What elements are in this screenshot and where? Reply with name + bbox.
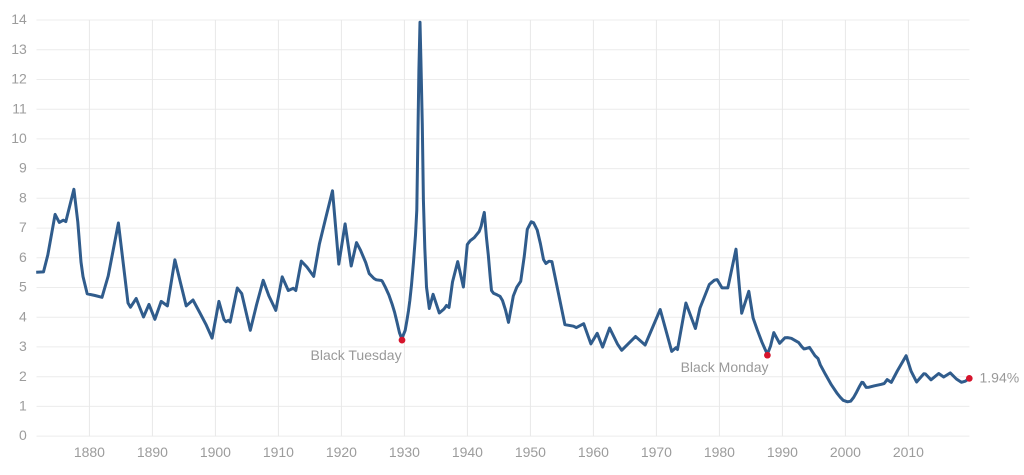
svg-text:14: 14 [11,11,27,27]
svg-text:1910: 1910 [263,444,294,460]
svg-text:1890: 1890 [137,444,168,460]
svg-text:12: 12 [11,71,27,87]
svg-text:1960: 1960 [578,444,609,460]
svg-text:1990: 1990 [767,444,798,460]
svg-text:1950: 1950 [515,444,546,460]
svg-text:1.94%: 1.94% [980,370,1020,386]
svg-text:8: 8 [19,189,27,205]
svg-text:1900: 1900 [200,444,231,460]
svg-text:2000: 2000 [830,444,861,460]
svg-text:Black Monday: Black Monday [681,359,769,375]
svg-text:1880: 1880 [74,444,105,460]
svg-text:1: 1 [19,398,27,414]
svg-text:5: 5 [19,279,27,295]
svg-text:1930: 1930 [389,444,420,460]
svg-text:3: 3 [19,338,27,354]
svg-text:13: 13 [11,41,27,57]
svg-text:2: 2 [19,368,27,384]
svg-text:4: 4 [19,308,27,324]
svg-text:6: 6 [19,249,27,265]
svg-text:9: 9 [19,160,27,176]
svg-text:Black Tuesday: Black Tuesday [311,347,402,363]
svg-text:2010: 2010 [893,444,924,460]
svg-text:1920: 1920 [326,444,357,460]
svg-text:1970: 1970 [641,444,672,460]
svg-text:7: 7 [19,219,27,235]
svg-text:0: 0 [19,427,27,443]
svg-text:1980: 1980 [704,444,735,460]
svg-text:1940: 1940 [452,444,483,460]
svg-text:10: 10 [11,130,27,146]
svg-text:11: 11 [12,100,27,116]
